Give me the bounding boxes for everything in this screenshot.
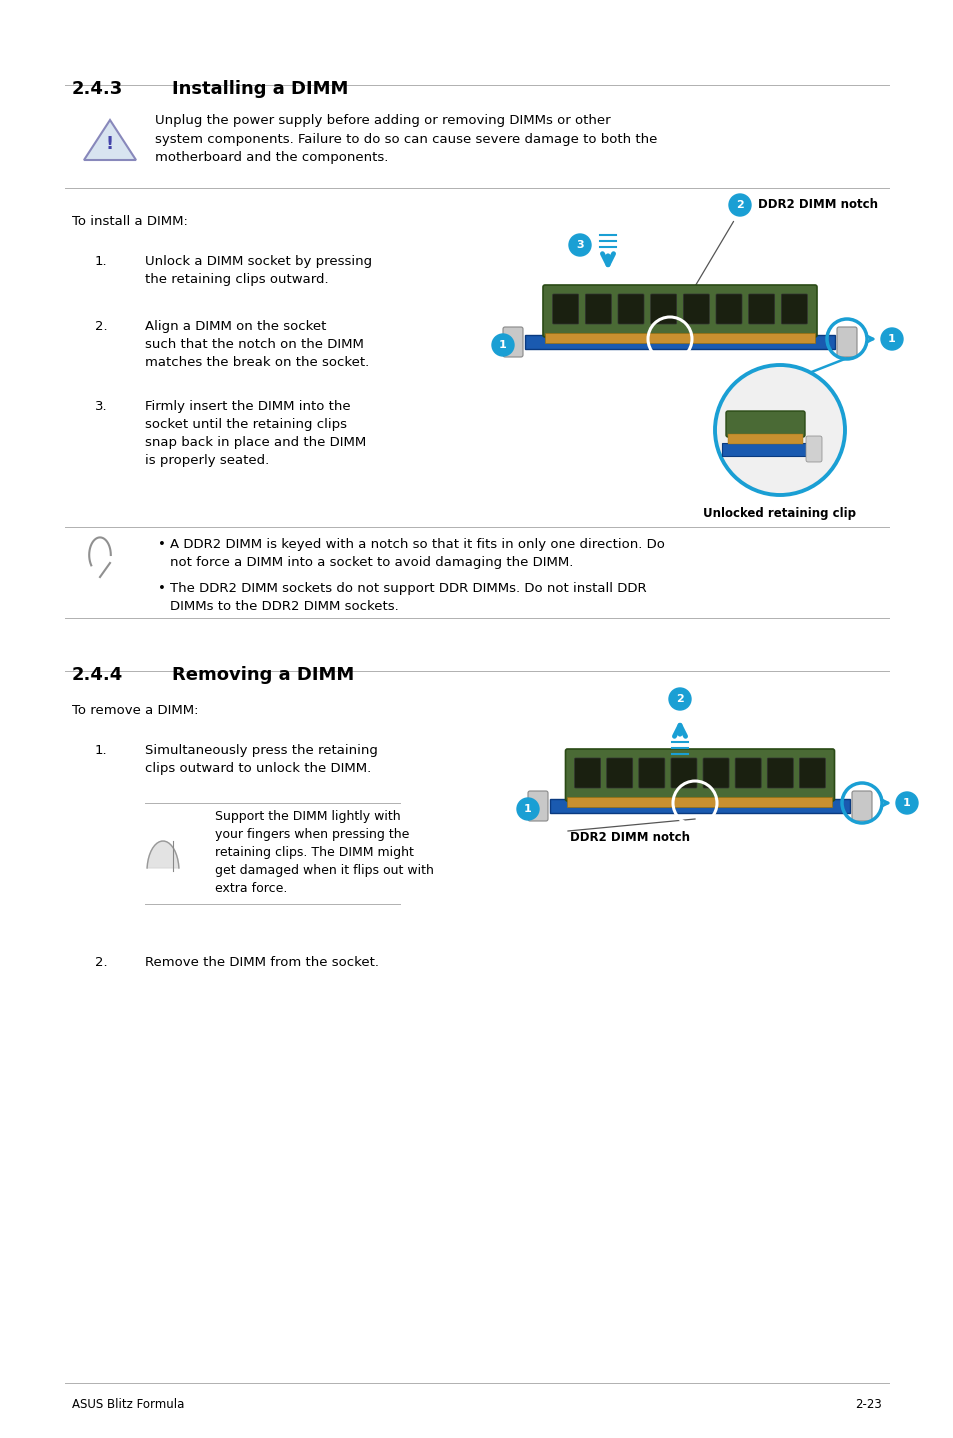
Text: 2.4.4: 2.4.4 [71,666,123,684]
Text: Removing a DIMM: Removing a DIMM [172,666,354,684]
FancyBboxPatch shape [574,758,600,788]
Text: 1: 1 [498,339,506,349]
Text: Unplug the power supply before adding or removing DIMMs or other
system componen: Unplug the power supply before adding or… [154,114,657,164]
Text: 3.: 3. [95,400,108,413]
FancyBboxPatch shape [766,758,793,788]
FancyBboxPatch shape [618,293,643,324]
Text: 2.4.3: 2.4.3 [71,81,123,98]
Polygon shape [147,841,179,869]
Text: To install a DIMM:: To install a DIMM: [71,216,188,229]
FancyBboxPatch shape [781,293,806,324]
FancyBboxPatch shape [725,411,804,437]
FancyBboxPatch shape [836,326,856,357]
Circle shape [517,798,538,820]
Circle shape [714,365,844,495]
FancyBboxPatch shape [805,436,821,462]
FancyBboxPatch shape [851,791,871,821]
FancyBboxPatch shape [799,758,824,788]
Text: Unlock a DIMM socket by pressing
the retaining clips outward.: Unlock a DIMM socket by pressing the ret… [145,255,372,286]
Text: Unlocked retaining clip: Unlocked retaining clip [702,508,856,521]
Text: Align a DIMM on the socket
such that the notch on the DIMM
matches the break on : Align a DIMM on the socket such that the… [145,321,369,370]
FancyBboxPatch shape [716,293,741,324]
Text: Remove the DIMM from the socket.: Remove the DIMM from the socket. [145,956,378,969]
Text: 2.: 2. [95,956,108,969]
Text: ASUS Blitz Formula: ASUS Blitz Formula [71,1398,184,1411]
Bar [524,335,834,349]
FancyBboxPatch shape [748,293,774,324]
Text: Support the DIMM lightly with
your fingers when pressing the
retaining clips. Th: Support the DIMM lightly with your finge… [214,810,434,894]
FancyBboxPatch shape [502,326,522,357]
Text: 1: 1 [523,804,532,814]
FancyBboxPatch shape [552,293,578,324]
Text: !: ! [106,135,114,152]
Text: 3: 3 [576,240,583,250]
FancyBboxPatch shape [702,758,728,788]
FancyBboxPatch shape [527,791,547,821]
Bar [727,434,802,444]
Text: 2: 2 [676,695,683,705]
Text: Firmly insert the DIMM into the
socket until the retaining clips
snap back in pl: Firmly insert the DIMM into the socket u… [145,400,366,467]
Text: 1.: 1. [95,255,108,267]
Text: 1: 1 [887,334,895,344]
Text: DDR2 DIMM notch: DDR2 DIMM notch [569,831,689,844]
Text: 2: 2 [736,200,743,210]
Text: 2-23: 2-23 [854,1398,882,1411]
Text: 1: 1 [902,798,910,808]
Text: •: • [158,538,166,551]
Text: Installing a DIMM: Installing a DIMM [172,81,348,98]
Circle shape [568,234,590,256]
FancyBboxPatch shape [639,758,664,788]
Bar [567,797,832,807]
Bar [550,800,849,812]
Text: 1.: 1. [95,743,108,756]
Bar [544,334,814,344]
Bar [721,443,809,456]
Text: DDR2 DIMM notch: DDR2 DIMM notch [758,198,877,211]
FancyBboxPatch shape [606,758,632,788]
Circle shape [492,334,514,357]
Circle shape [668,687,690,710]
FancyBboxPatch shape [670,758,697,788]
Text: To remove a DIMM:: To remove a DIMM: [71,705,198,718]
FancyBboxPatch shape [650,293,676,324]
FancyBboxPatch shape [735,758,760,788]
Text: •: • [158,582,166,595]
Circle shape [895,792,917,814]
FancyBboxPatch shape [585,293,611,324]
Text: 2.: 2. [95,321,108,334]
Polygon shape [84,119,136,160]
Text: A DDR2 DIMM is keyed with a notch so that it fits in only one direction. Do
not : A DDR2 DIMM is keyed with a notch so tha… [170,538,664,569]
FancyBboxPatch shape [565,749,834,801]
Text: The DDR2 DIMM sockets do not support DDR DIMMs. Do not install DDR
DIMMs to the : The DDR2 DIMM sockets do not support DDR… [170,582,646,613]
FancyBboxPatch shape [682,293,709,324]
Text: Simultaneously press the retaining
clips outward to unlock the DIMM.: Simultaneously press the retaining clips… [145,743,377,775]
Circle shape [880,328,902,349]
FancyBboxPatch shape [542,285,816,336]
Circle shape [728,194,750,216]
